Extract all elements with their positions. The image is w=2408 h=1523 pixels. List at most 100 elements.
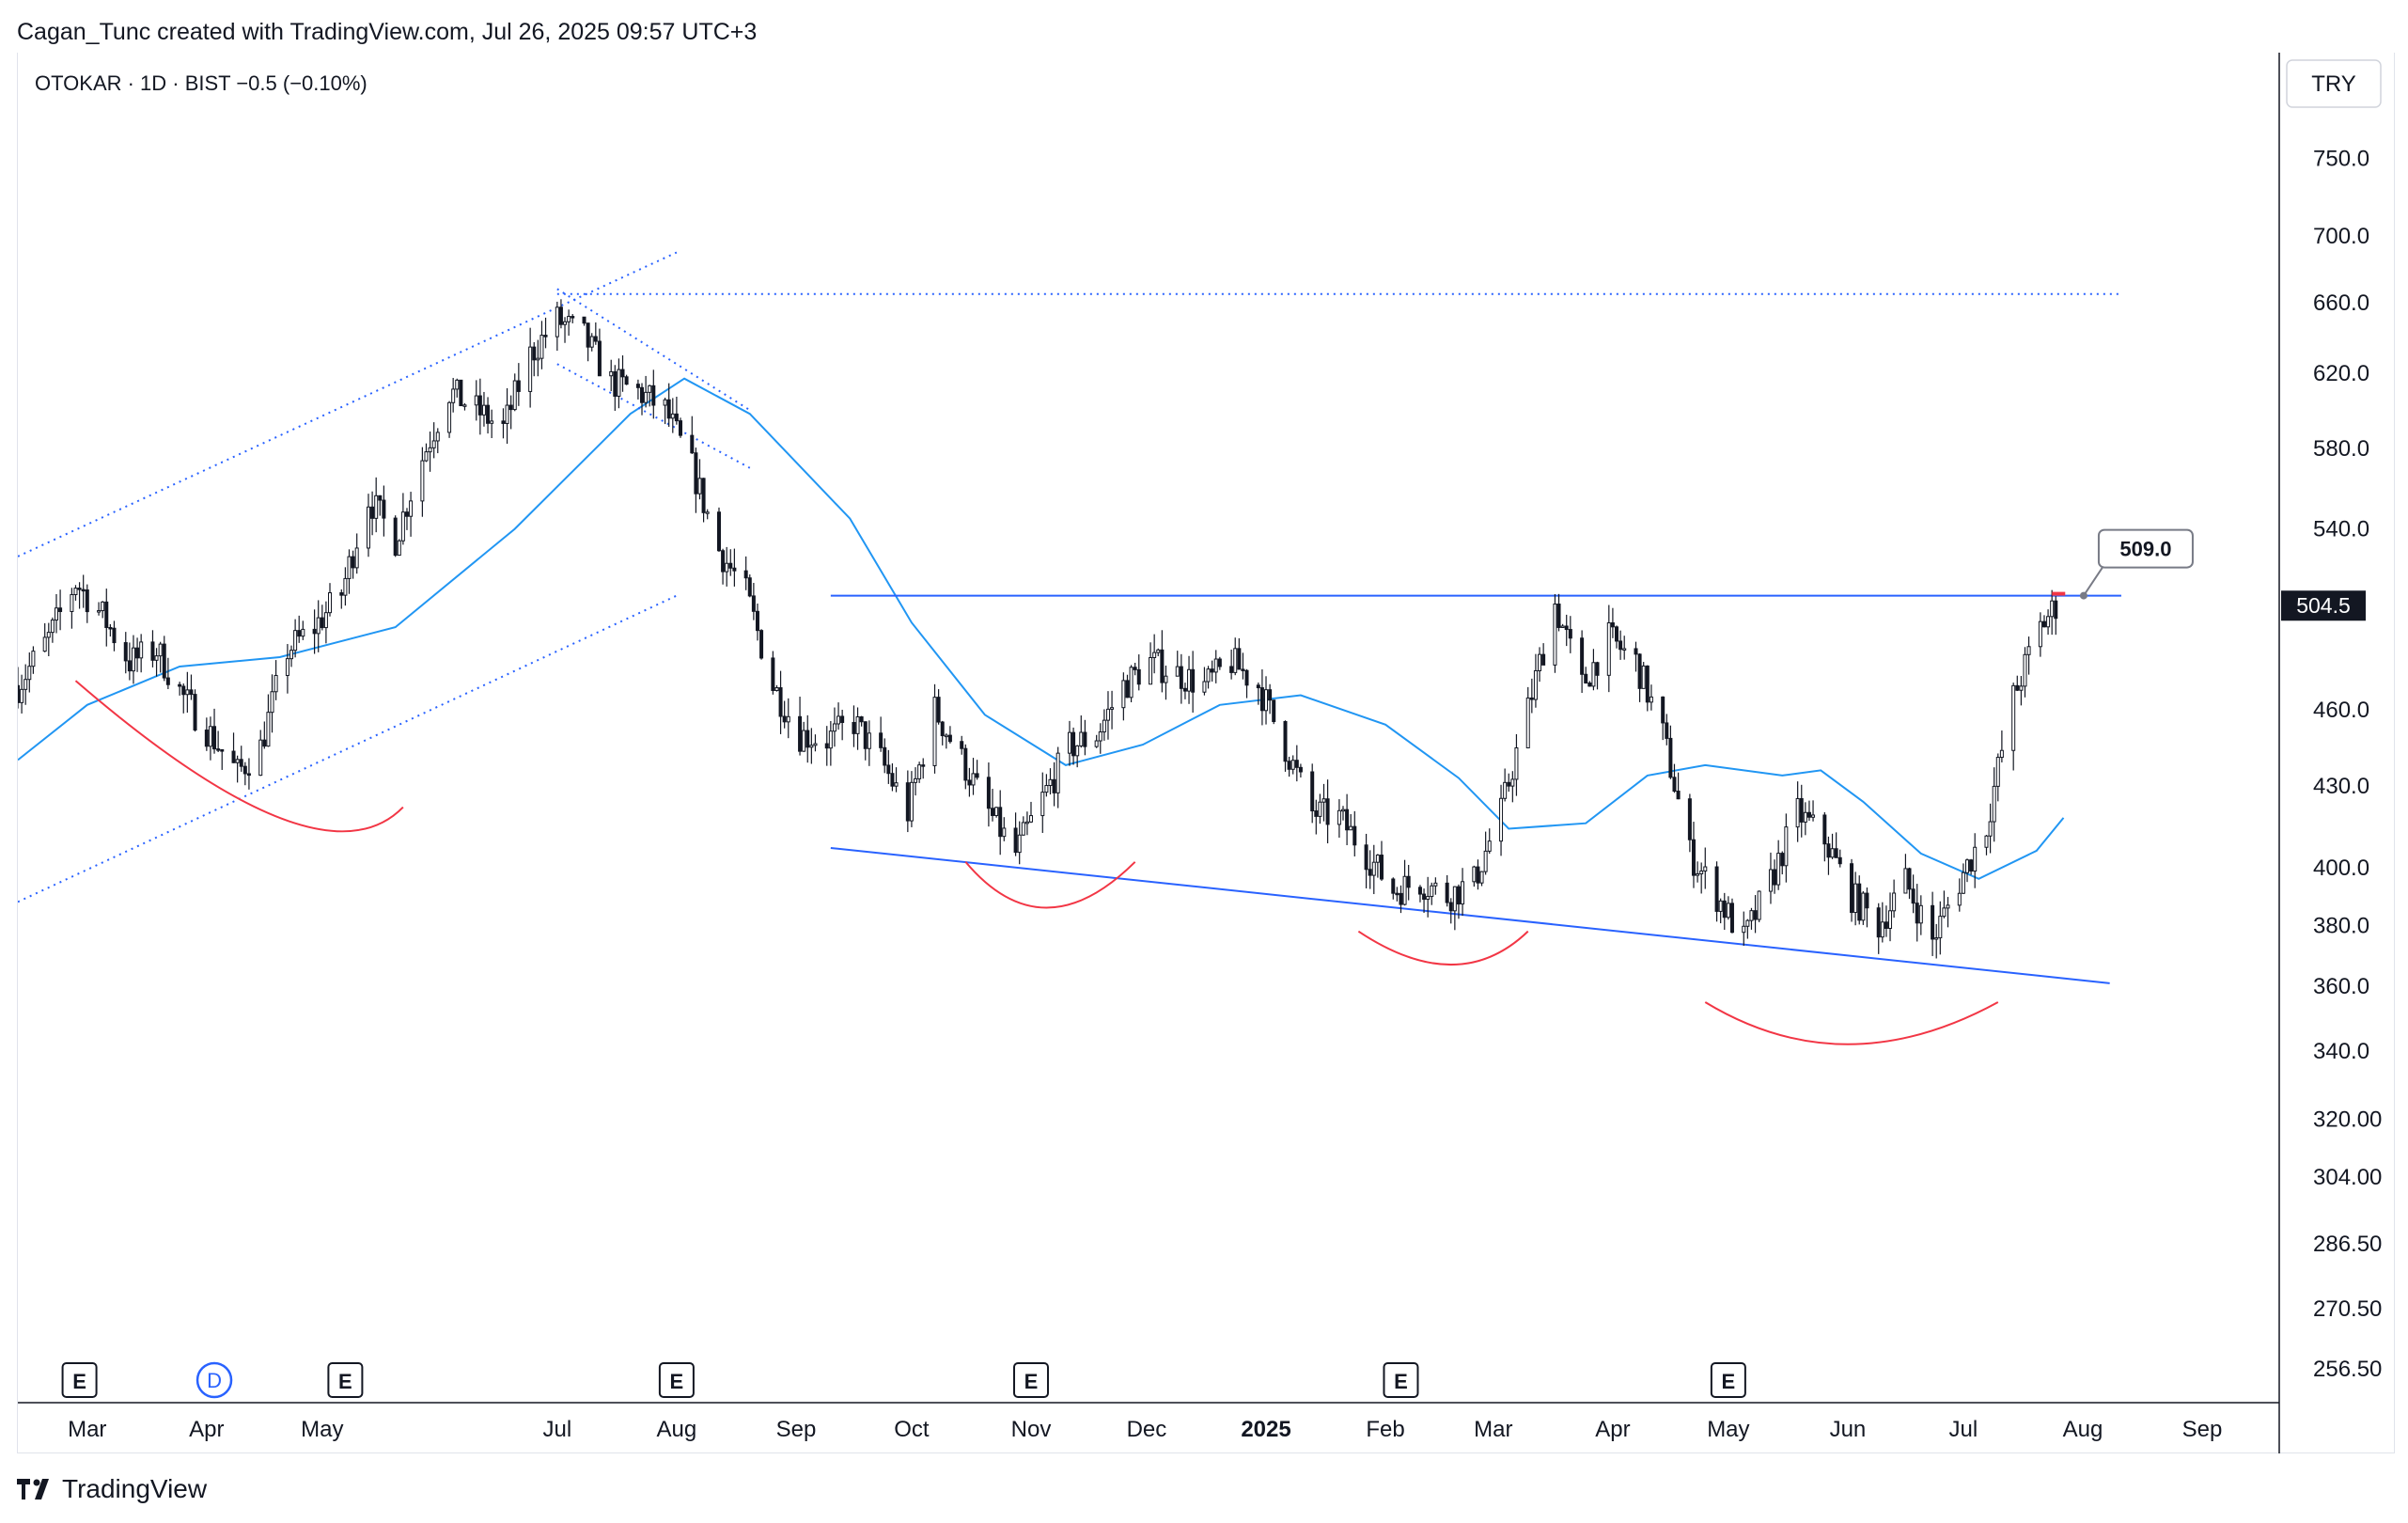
candle-body xyxy=(914,777,918,783)
candle-body xyxy=(474,395,478,406)
candle-body xyxy=(270,691,274,714)
price-tick-label: 540.0 xyxy=(2313,517,2369,542)
candle-body xyxy=(701,478,706,513)
price-tick-label: 430.0 xyxy=(2313,774,2369,799)
candle-body xyxy=(1013,827,1018,854)
candle-body xyxy=(508,404,513,411)
candle-body xyxy=(936,697,941,723)
candle-body xyxy=(1676,791,1681,800)
candle-body xyxy=(1907,868,1912,890)
candle-body xyxy=(759,630,764,659)
candle-body xyxy=(1510,778,1515,787)
trendline[interactable] xyxy=(830,846,2110,984)
earnings-marker[interactable] xyxy=(61,1362,98,1398)
symbol-legend[interactable]: OTOKAR · 1D · BIST −0.5 (−0.10%) xyxy=(35,71,367,95)
callout-pointer xyxy=(2083,567,2103,597)
candle-body xyxy=(1931,904,1935,940)
candle-body xyxy=(501,420,506,424)
candle-body xyxy=(1021,822,1025,836)
trendline[interactable] xyxy=(18,251,678,557)
candle-body xyxy=(1375,855,1380,863)
candle-body xyxy=(2054,600,2058,620)
candle-body xyxy=(786,715,790,723)
arc-drawing[interactable] xyxy=(74,680,404,833)
candle-body xyxy=(1687,798,1692,840)
trendline[interactable] xyxy=(18,594,678,903)
candle-body xyxy=(512,380,517,411)
candle-body xyxy=(802,730,806,752)
candle-body xyxy=(1995,757,2000,787)
candle-body xyxy=(670,413,675,419)
candle-body xyxy=(435,432,440,442)
candle-body xyxy=(1811,814,1816,818)
candle-body xyxy=(909,781,914,822)
arc-drawing[interactable] xyxy=(1704,1001,1999,1045)
time-tick-label: Aug xyxy=(2063,1417,2103,1442)
candle-body xyxy=(1395,892,1399,896)
candle-body xyxy=(1806,811,1811,818)
candle-body xyxy=(1125,680,1130,699)
arc-drawing[interactable] xyxy=(1357,930,1529,966)
dividend-marker[interactable] xyxy=(195,1361,233,1399)
currency-button[interactable] xyxy=(2286,59,2382,108)
candle-body xyxy=(666,399,671,419)
candle-body xyxy=(1726,903,1730,919)
candle-body xyxy=(1028,815,1033,823)
candle-body xyxy=(543,335,548,338)
candle-body xyxy=(404,511,409,517)
earnings-marker[interactable] xyxy=(658,1362,695,1398)
candle-body xyxy=(1999,749,2004,759)
price-tick-label: 580.0 xyxy=(2313,436,2369,462)
candle-body xyxy=(1969,859,1974,872)
candle-body xyxy=(2041,620,2046,628)
currency-label[interactable]: TRY xyxy=(2311,71,2356,97)
tradingview-logo[interactable]: TradingView xyxy=(17,1474,207,1504)
time-tick-label: Feb xyxy=(1366,1417,1404,1442)
candle-body xyxy=(1133,667,1137,670)
candle-body xyxy=(301,628,305,637)
candle-body xyxy=(239,759,243,767)
candle-body xyxy=(635,384,640,388)
candle-body xyxy=(1618,640,1623,651)
chart-frame: 509.0 TRY 750.0 700.0 660.0 620.0 580.0 540.0 4… xyxy=(17,53,2395,1453)
candle-body xyxy=(23,679,28,690)
candle-body xyxy=(516,380,521,392)
candle-body xyxy=(1206,668,1211,683)
candle-body xyxy=(563,321,568,325)
tradingview-brand-text: TradingView xyxy=(62,1474,208,1503)
candle-body xyxy=(1946,904,1950,909)
candle-body xyxy=(50,620,55,634)
moving-average-line[interactable] xyxy=(18,377,2065,880)
earnings-marker[interactable] xyxy=(327,1362,364,1398)
candle-body xyxy=(312,628,317,635)
candle-body xyxy=(1164,675,1168,683)
candle-body xyxy=(1160,649,1165,683)
candle-body xyxy=(158,643,163,657)
candle-body xyxy=(2011,684,2016,751)
price-callout[interactable] xyxy=(2097,528,2194,569)
price-chart[interactable]: 509.0 TRY 750.0 700.0 660.0 620.0 580.0 540.0 4… xyxy=(18,53,2396,1453)
candle-body xyxy=(617,369,621,397)
candle-body xyxy=(1961,871,1965,894)
earnings-marker[interactable] xyxy=(1710,1362,1746,1398)
price-tick-label: 750.0 xyxy=(2313,146,2369,171)
earnings-marker[interactable] xyxy=(1383,1362,1419,1398)
candle-body xyxy=(1487,840,1492,852)
earnings-marker[interactable] xyxy=(1012,1362,1049,1398)
candle-body xyxy=(1175,666,1180,677)
candle-body xyxy=(725,562,729,573)
candle-body xyxy=(154,655,159,661)
arc-drawing[interactable] xyxy=(964,861,1136,909)
candle-body xyxy=(1406,875,1411,888)
candle-body xyxy=(374,495,379,519)
candle-body xyxy=(1075,745,1080,757)
candle-body xyxy=(532,346,537,361)
candle-body xyxy=(640,386,645,403)
candle-body xyxy=(459,379,463,407)
last-price-badge[interactable] xyxy=(2281,590,2366,621)
candle-body xyxy=(112,627,117,644)
candle-body xyxy=(1422,893,1427,901)
candle-body xyxy=(932,697,937,766)
candle-body xyxy=(1837,856,1842,865)
earnings-marker-label: E xyxy=(1394,1370,1408,1393)
